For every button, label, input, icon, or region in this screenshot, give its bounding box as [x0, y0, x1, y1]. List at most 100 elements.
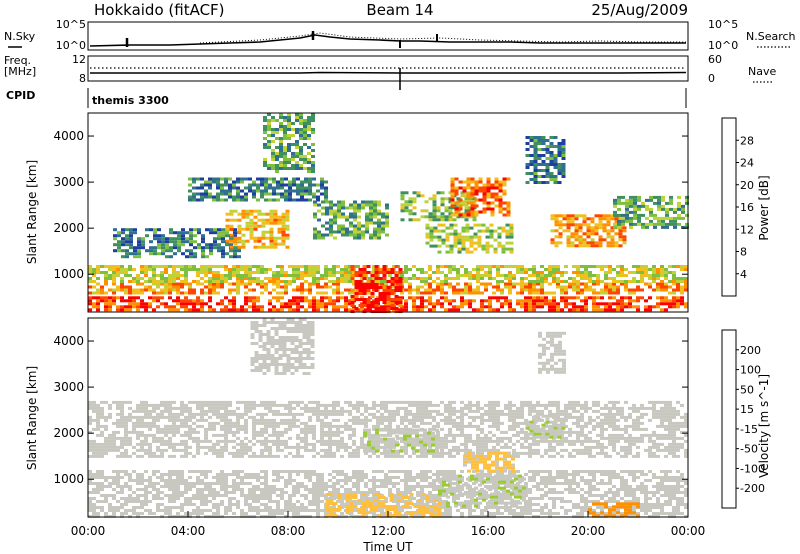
velocity-cell: [308, 470, 312, 473]
power-cell: [168, 291, 172, 295]
power-cell: [220, 282, 224, 286]
power-cell: [208, 195, 212, 199]
power-cell: [656, 282, 660, 286]
power-cell: [580, 282, 584, 286]
power-cell: [304, 177, 308, 181]
power-cell: [676, 280, 680, 283]
power-cell: [181, 234, 185, 238]
power-cell: [176, 308, 180, 312]
velocity-cell: [568, 491, 572, 494]
velocity-cell: [216, 503, 220, 506]
power-cell: [648, 305, 652, 309]
power-cell: [428, 308, 432, 312]
velocity-cell: [396, 509, 400, 512]
velocity-cell: [100, 430, 104, 434]
power-cell: [398, 280, 403, 283]
power-cell: [661, 219, 665, 223]
power-cell: [116, 274, 120, 277]
power-cell: [620, 308, 624, 312]
velocity-cell: [308, 509, 312, 512]
power-cell: [108, 302, 112, 306]
power-cell: [332, 308, 336, 312]
power-cell: [540, 265, 544, 268]
power-cell: [236, 186, 240, 190]
velocity-cell: [120, 497, 124, 500]
velocity-cell: [336, 491, 340, 494]
velocity-cell: [184, 512, 188, 515]
power-cell: [132, 305, 136, 309]
power-cell: [233, 236, 238, 240]
velocity-cell: [552, 500, 556, 503]
velocity-cell: [196, 506, 200, 509]
power-cell: [454, 186, 459, 190]
power-cell: [288, 195, 292, 199]
velocity-cell: [300, 485, 304, 488]
velocity-cell: [236, 485, 240, 488]
power-cell: [256, 282, 260, 286]
velocity-cell: [680, 497, 684, 500]
velocity-cell: [112, 494, 116, 497]
velocity-cell: [640, 485, 644, 488]
velocity-cell: [444, 473, 448, 476]
velocity-cell: [104, 512, 108, 515]
velocity-cell: [376, 479, 380, 482]
power-cell: [520, 271, 524, 274]
power-cell: [164, 265, 168, 268]
velocity-cell: [684, 503, 688, 506]
power-cell: [554, 235, 559, 239]
power-cell: [400, 218, 405, 222]
velocity-cell: [192, 482, 196, 485]
power-cell: [508, 274, 512, 277]
power-cell: [193, 228, 197, 232]
power-cell: [660, 280, 664, 283]
power-cell: [362, 289, 367, 292]
power-cell: [324, 296, 328, 300]
power-cell: [149, 240, 153, 244]
power-cell: [478, 180, 483, 184]
power-cell: [488, 305, 492, 309]
velocity-cell: [100, 494, 104, 497]
velocity-cell: [236, 482, 240, 485]
velocity-cell: [608, 473, 612, 476]
velocity-cell: [544, 470, 548, 473]
power-cell: [377, 224, 381, 228]
power-cell: [509, 226, 514, 230]
velocity-cell: [392, 494, 396, 497]
power-cell: [124, 271, 128, 274]
power-cell: [144, 288, 148, 292]
power-cell: [564, 291, 568, 295]
power-cell: [590, 229, 595, 233]
power-cell: [212, 198, 216, 202]
power-cell: [273, 221, 278, 225]
power-cell: [440, 271, 444, 274]
power-cell: [632, 288, 636, 292]
velocity-cell: [296, 512, 300, 515]
power-cell: [485, 226, 490, 230]
power-cell: [181, 252, 185, 256]
velocity-cell: [628, 473, 632, 476]
velocity-cell: [152, 482, 156, 485]
power-cell: [492, 308, 496, 312]
velocity-cell: [420, 491, 424, 494]
power-cell: [200, 183, 204, 187]
velocity-cell: [88, 473, 92, 476]
velocity-cell: [632, 500, 636, 503]
power-cell: [652, 274, 656, 277]
power-cell: [312, 274, 316, 277]
power-cell: [464, 274, 468, 277]
power-cell: [532, 302, 536, 306]
power-cell: [185, 255, 189, 259]
power-cell: [500, 305, 504, 309]
power-cell: [149, 246, 153, 250]
velocity-cell: [336, 482, 340, 485]
velocity-cell: [556, 473, 560, 476]
power-cell: [117, 231, 121, 235]
power-cell: [433, 235, 438, 239]
velocity-cell: [660, 506, 664, 509]
velocity-cell: [328, 491, 332, 494]
power-cell: [189, 252, 193, 256]
power-cell: [502, 201, 507, 205]
power-cell: [337, 227, 341, 231]
power-cell: [217, 231, 221, 235]
velocity-cell: [128, 476, 132, 479]
